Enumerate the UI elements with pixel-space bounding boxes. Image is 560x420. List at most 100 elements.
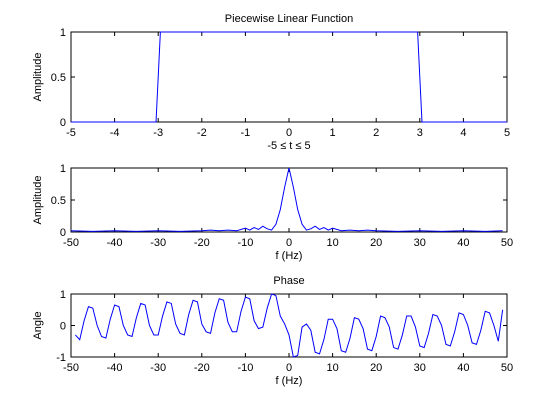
x-axis-label-1: -5 ≤ t ≤ 5 — [267, 140, 310, 152]
x-tick-2-3: -20 — [194, 168, 210, 249]
x-tick-label: -20 — [194, 237, 210, 249]
x-tick-2-2: -30 — [150, 168, 166, 249]
x-tick-1-8: 3 — [417, 32, 423, 139]
y-tick-3-0: -1 — [56, 352, 507, 364]
x-tick-label: 1 — [330, 127, 336, 139]
series-line-2-1 — [70, 167, 503, 232]
x-tick-1-9: 4 — [460, 32, 466, 139]
x-tick-label: 5 — [504, 127, 510, 139]
x-tick-1-7: 2 — [373, 32, 379, 139]
subplot-1: -5 -4 -3 -2 -1 0 1 2 3 4 5 0 0.5 1 Piecewise Linear Fu… — [32, 13, 510, 152]
axes-box-2 — [70, 167, 508, 233]
x-tick-1-5: 0 — [286, 32, 292, 139]
x-tick-label: -4 — [110, 127, 120, 139]
x-tick-label: -1 — [241, 127, 251, 139]
x-tick-label: -3 — [153, 127, 163, 139]
x-tick-label: 2 — [373, 127, 379, 139]
x-tick-label: 40 — [457, 237, 469, 249]
y-tick-1-2: 1 — [60, 27, 507, 39]
x-tick-1-6: 1 — [330, 32, 336, 139]
x-tick-3-5: 0 — [286, 294, 292, 374]
y-tick-label: -1 — [56, 352, 66, 364]
x-tick-label: 0 — [286, 362, 292, 374]
x-tick-label: -40 — [107, 237, 123, 249]
x-tick-1-2: -3 — [153, 32, 163, 139]
x-axis-label-3: f (Hz) — [276, 375, 303, 387]
x-tick-1-3: -2 — [197, 32, 207, 139]
y-tick-3-2: 1 — [60, 289, 507, 301]
x-tick-2-5: 0 — [286, 168, 292, 249]
x-tick-label: -50 — [63, 237, 79, 249]
series-line-3-1 — [74, 293, 504, 358]
x-tick-label: 20 — [370, 362, 382, 374]
x-tick-label: -40 — [107, 362, 123, 374]
y-tick-2-0: 0 — [60, 227, 507, 239]
x-tick-label: 3 — [417, 127, 423, 139]
x-tick-label: -50 — [63, 362, 79, 374]
y-axis-label-3: Angle — [32, 311, 44, 339]
x-tick-3-2: -30 — [150, 294, 166, 374]
y-tick-2-1: 0.5 — [51, 195, 507, 207]
x-tick-label: 0 — [286, 237, 292, 249]
series-line-1-1 — [71, 31, 507, 123]
subplot-2: -50 -40 -30 -20 -10 0 10 20 30 40 50 0 0.5 1 f (Hz) Amp… — [32, 163, 513, 262]
y-tick-label: 0 — [60, 117, 66, 129]
x-tick-3-0: -50 — [63, 294, 79, 374]
x-tick-label: 20 — [370, 237, 382, 249]
x-tick-label: 10 — [326, 362, 338, 374]
x-tick-3-6: 10 — [326, 294, 339, 374]
x-tick-label: 0 — [286, 127, 292, 139]
chart-title-1: Piecewise Linear Function — [225, 13, 353, 25]
x-tick-3-1: -40 — [107, 294, 123, 374]
x-tick-label: -10 — [237, 237, 253, 249]
x-tick-3-8: 30 — [414, 294, 426, 374]
x-tick-label: -30 — [150, 362, 166, 374]
x-tick-label: -10 — [237, 362, 253, 374]
y-tick-2-2: 1 — [60, 163, 507, 175]
x-tick-3-9: 40 — [457, 294, 470, 374]
y-tick-label: 1 — [60, 289, 66, 301]
x-axis-label-2: f (Hz) — [276, 250, 303, 262]
x-tick-2-0: -50 — [63, 168, 79, 249]
y-tick-label: 0.5 — [51, 195, 66, 207]
y-tick-1-1: 0.5 — [51, 72, 507, 84]
y-tick-label: 0 — [60, 227, 66, 239]
y-tick-1-0: 0 — [60, 117, 507, 129]
x-tick-3-10: 50 — [501, 294, 513, 374]
y-tick-label: 1 — [60, 163, 66, 175]
x-tick-2-6: 10 — [326, 168, 339, 249]
x-tick-label: -5 — [66, 127, 76, 139]
y-axis-label-1: Amplitude — [32, 53, 44, 102]
x-tick-label: 10 — [326, 237, 338, 249]
x-tick-2-1: -40 — [107, 168, 123, 249]
x-tick-label: -2 — [197, 127, 207, 139]
x-tick-label: 50 — [501, 237, 513, 249]
x-tick-1-4: -1 — [241, 32, 251, 139]
y-tick-label: 0.5 — [51, 72, 66, 84]
x-tick-2-4: -10 — [237, 168, 253, 249]
x-tick-label: 4 — [460, 127, 466, 139]
x-tick-2-10: 50 — [501, 168, 513, 249]
y-tick-label: 0 — [60, 321, 66, 333]
y-axis-label-2: Amplitude — [32, 176, 44, 225]
chart-title-3: Phase — [273, 275, 304, 287]
x-tick-1-1: -4 — [110, 32, 120, 139]
x-tick-label: -30 — [150, 237, 166, 249]
y-tick-label: 1 — [60, 27, 66, 39]
x-tick-label: 30 — [414, 362, 426, 374]
x-tick-label: 30 — [414, 237, 426, 249]
x-tick-1-10: 5 — [504, 32, 510, 139]
x-tick-label: 40 — [457, 362, 469, 374]
x-tick-label: -20 — [194, 362, 210, 374]
x-tick-1-0: -5 — [66, 32, 76, 139]
x-tick-3-3: -20 — [194, 294, 210, 374]
x-tick-3-7: 20 — [370, 294, 382, 374]
x-tick-2-8: 30 — [414, 168, 426, 249]
y-tick-3-1: 0 — [60, 321, 507, 333]
x-tick-2-9: 40 — [457, 168, 470, 249]
axes-box-1 — [70, 31, 508, 123]
x-tick-2-7: 20 — [370, 168, 382, 249]
x-tick-label: 50 — [501, 362, 513, 374]
